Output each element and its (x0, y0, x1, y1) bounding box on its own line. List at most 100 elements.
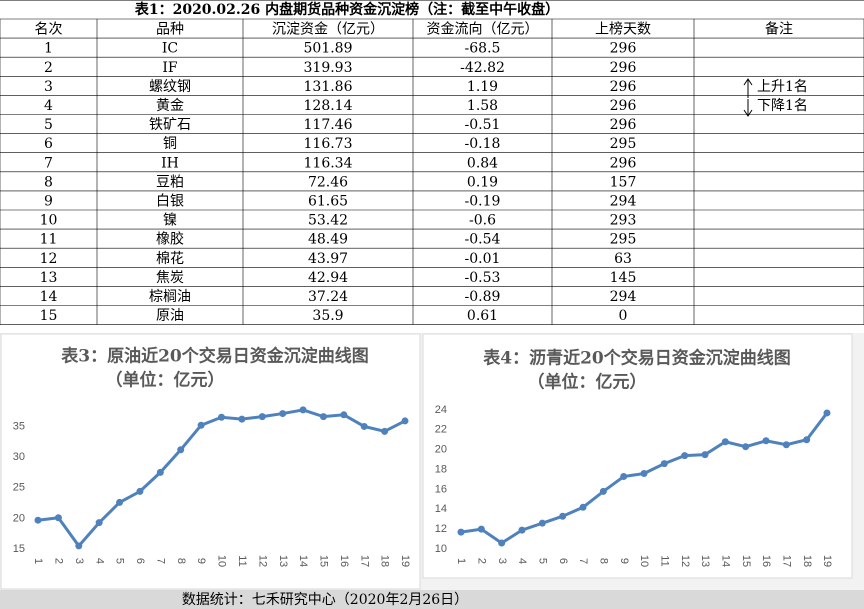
table-cell: 116.73 (304, 136, 353, 152)
table-cell: -0.89 (465, 289, 501, 305)
x-tick-label: 2 (52, 558, 64, 564)
table-cell: 1.58 (467, 98, 498, 114)
point (538, 519, 546, 527)
y-tick-label: 30 (13, 451, 25, 463)
table-cell: -42.82 (460, 60, 505, 76)
point (660, 460, 668, 468)
point (701, 451, 709, 459)
x-tick-label: 15 (740, 555, 752, 567)
x-tick-label: 9 (195, 558, 207, 564)
table-cell: 豆粕 (156, 174, 184, 190)
table-cell: 116.34 (304, 155, 353, 171)
x-tick-label: 19 (399, 555, 411, 567)
point (360, 422, 368, 430)
table-cell: 3 (44, 79, 53, 95)
x-tick-label: 8 (175, 558, 187, 564)
table-header: 上榜天数 (595, 21, 651, 38)
chart-title: 表4：沥青近20个交易日资金沉淀曲线图 (483, 348, 791, 369)
table-cell: 0.19 (467, 174, 498, 190)
table-header: 备注 (765, 21, 793, 38)
x-tick-label: 18 (801, 555, 813, 567)
table-cell: 63 (614, 251, 632, 267)
point (477, 525, 485, 533)
table-cell: 294 (610, 193, 637, 209)
table-cell: 295 (610, 232, 637, 248)
table-header: 沉淀资金（亿元） (272, 22, 384, 38)
y-tick-label: 10 (435, 543, 447, 555)
y-tick-label: 22 (435, 424, 447, 436)
table-cell: 42.94 (308, 270, 348, 286)
point (518, 526, 526, 534)
point (299, 406, 307, 414)
chart-subtitle: （单位：亿元） (106, 370, 225, 391)
footer-bar (0, 590, 864, 609)
y-tick-label: 25 (13, 482, 25, 494)
x-tick-label: 4 (516, 558, 528, 564)
table-cell: 295 (610, 136, 637, 152)
table-header: 资金流向（亿元） (427, 22, 539, 38)
x-tick-label: 1 (32, 558, 44, 564)
table-cell: -0.6 (469, 213, 496, 229)
table-cell: 9 (44, 193, 53, 209)
table-cell: 0 (619, 308, 628, 324)
x-tick-label: 12 (679, 555, 691, 567)
table-cell: 0.61 (467, 308, 498, 324)
table-cell: -0.19 (465, 193, 501, 209)
table-cell: 53.42 (308, 213, 348, 229)
table-cell: 橡胶 (156, 231, 184, 248)
point (681, 452, 689, 460)
x-tick-label: 6 (134, 558, 146, 564)
table-cell: 72.46 (308, 174, 348, 190)
point (177, 446, 185, 454)
point (620, 473, 628, 481)
table-cell: 4 (44, 98, 53, 114)
point (95, 519, 103, 527)
x-tick-label: 4 (93, 558, 105, 564)
y-tick-label: 14 (435, 503, 447, 515)
x-tick-label: 15 (318, 555, 330, 567)
note: 上升1名 (757, 79, 808, 95)
table-cell: 1 (44, 41, 53, 57)
x-tick-label: 19 (821, 555, 833, 567)
table-cell: -68.5 (465, 41, 501, 57)
x-tick-label: 12 (256, 555, 268, 567)
point (75, 542, 83, 550)
chart-frame (422, 333, 853, 579)
table-cell: 128.14 (304, 98, 353, 114)
table-cell: 501.89 (304, 41, 353, 57)
down-arrow-head (743, 109, 753, 117)
table-cell: 1.19 (467, 79, 498, 95)
point (498, 539, 506, 547)
table-cell: 37.24 (308, 289, 348, 305)
table-cell: 原油 (156, 308, 184, 324)
table-cell: 157 (610, 174, 637, 190)
table-cell: 白银 (156, 193, 184, 209)
table-cell: 35.9 (312, 308, 343, 324)
note: 下降1名 (757, 98, 808, 114)
table-cell: -0.01 (465, 251, 501, 267)
point (579, 503, 587, 511)
x-tick-label: 7 (577, 558, 589, 564)
x-tick-label: 17 (780, 555, 792, 567)
footer: 数据统计：七禾研究中心（2020年2月26日） (182, 592, 468, 608)
y-tick-label: 18 (435, 463, 447, 475)
table-cell: 8 (44, 174, 53, 190)
y-tick-label: 12 (435, 523, 447, 535)
point (782, 441, 790, 449)
x-tick-label: 10 (638, 555, 650, 567)
y-tick-label: 20 (435, 444, 447, 456)
chart-frame (0, 333, 421, 590)
table-cell: 296 (610, 98, 637, 114)
table-cell: 43.97 (308, 251, 348, 267)
point (340, 411, 348, 419)
table-cell: 镍 (163, 213, 177, 229)
x-tick-label: 3 (496, 558, 508, 564)
table-cell: 12 (40, 251, 58, 267)
point (258, 413, 266, 421)
x-tick-label: 7 (154, 558, 166, 564)
table-cell: 焦炭 (156, 270, 184, 286)
x-tick-label: 16 (338, 555, 350, 567)
point (279, 410, 287, 418)
table-cell: 296 (610, 155, 637, 171)
table-header: 品种 (156, 22, 184, 38)
